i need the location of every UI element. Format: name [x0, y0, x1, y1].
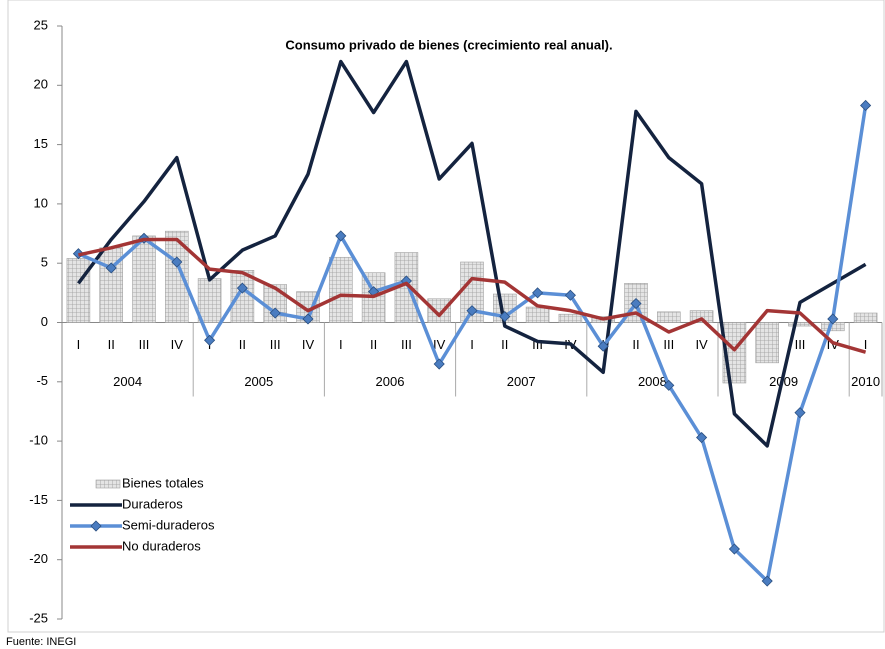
bar — [165, 230, 189, 323]
legend-label: Duraderos — [122, 496, 183, 511]
point-marker — [204, 334, 216, 346]
x-tick-label: IV — [302, 337, 315, 352]
series-line — [76, 59, 867, 448]
point-marker — [663, 379, 675, 391]
point-marker — [269, 307, 281, 319]
bar — [689, 310, 714, 323]
year-label: 2005 — [244, 374, 273, 389]
y-tick-label: 0 — [41, 314, 48, 329]
point-marker — [466, 305, 478, 317]
legend-marker — [90, 520, 102, 532]
y-tick-label: 20 — [34, 77, 48, 92]
legend-swatch — [95, 479, 121, 489]
point-marker — [728, 543, 740, 555]
bar — [525, 306, 550, 323]
bar — [66, 258, 91, 323]
y-tick-label: -10 — [29, 433, 48, 448]
x-tick-label: I — [864, 337, 868, 352]
year-label: 2004 — [113, 374, 142, 389]
year-label: 2006 — [376, 374, 405, 389]
y-tick-label: -20 — [29, 551, 48, 566]
x-tick-label: I — [470, 337, 474, 352]
x-tick-label: I — [339, 337, 343, 352]
y-tick-label: 10 — [34, 195, 48, 210]
bar — [657, 311, 681, 323]
year-label: 2008 — [638, 374, 667, 389]
x-tick-label: II — [239, 337, 246, 352]
y-tick-label: -25 — [29, 610, 48, 625]
legend-label: No duraderos — [122, 538, 201, 553]
x-tick-label: III — [139, 337, 150, 352]
legend-label: Semi-duraderos — [122, 517, 215, 532]
y-tick-label: 5 — [41, 255, 48, 270]
point-marker — [302, 313, 314, 325]
x-tick-label: III — [401, 337, 412, 352]
y-tick-label: 25 — [34, 17, 48, 32]
x-tick-label: I — [77, 337, 81, 352]
point-marker — [335, 230, 347, 242]
bar — [788, 322, 812, 327]
point-marker — [827, 313, 839, 325]
y-tick-label: -5 — [36, 373, 48, 388]
y-tick-label: 15 — [34, 136, 48, 151]
bar — [197, 278, 222, 323]
point-marker — [236, 282, 248, 294]
x-tick-label: II — [108, 337, 115, 352]
point-marker — [794, 407, 806, 419]
x-tick-label: IV — [695, 337, 708, 352]
bar — [755, 322, 779, 364]
bar — [132, 235, 156, 323]
point-marker — [696, 431, 708, 444]
series-line — [78, 237, 867, 354]
x-tick-label: IV — [433, 337, 446, 352]
bar — [329, 256, 353, 323]
x-tick-label: III — [532, 337, 543, 352]
point-marker — [860, 99, 872, 112]
x-tick-label: II — [632, 337, 639, 352]
bar — [558, 313, 583, 323]
y-tick-label: -15 — [29, 492, 48, 507]
point-marker — [630, 297, 642, 310]
point-marker — [171, 256, 183, 268]
bar — [427, 298, 451, 323]
point-marker — [564, 289, 576, 301]
point-marker — [499, 311, 511, 323]
bar — [853, 312, 878, 323]
source-note: Fuente: INEGI — [6, 636, 76, 648]
point-marker — [532, 287, 544, 299]
x-tick-label: II — [501, 337, 508, 352]
x-tick-label: IV — [171, 337, 184, 352]
point-marker — [105, 262, 117, 274]
legend-label: Bienes totales — [122, 475, 204, 490]
x-tick-label: III — [270, 337, 281, 352]
chart-title: Consumo privado de bienes (crecimiento r… — [285, 37, 612, 52]
point-marker — [761, 575, 773, 587]
x-tick-label: II — [370, 337, 377, 352]
year-label: 2010 — [851, 374, 880, 389]
x-tick-label: III — [663, 337, 674, 352]
year-label: 2007 — [507, 374, 536, 389]
x-tick-label: III — [795, 337, 806, 352]
point-marker — [597, 340, 609, 352]
point-marker — [433, 358, 445, 370]
